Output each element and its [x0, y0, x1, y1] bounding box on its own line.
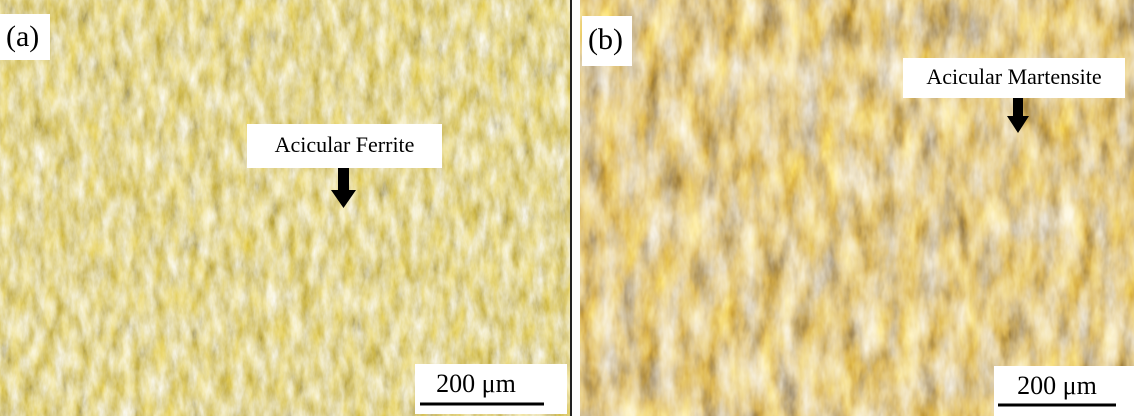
arrow-shaft [338, 168, 349, 192]
arrow-head [1007, 116, 1029, 133]
micrograph-a [0, 0, 572, 416]
label-box [582, 16, 632, 66]
panel-label: (a) [6, 20, 39, 53]
panel-b: (b) Acicular Martensite 200 μm [580, 0, 1134, 416]
annotation: Acicular Ferrite [275, 132, 415, 157]
panel-a: (a) Acicular Ferrite 200 μm [0, 0, 572, 416]
scale-bar-box [415, 364, 567, 414]
annotation-box [247, 124, 442, 168]
scale-bar-box [994, 366, 1134, 416]
arrow-head [331, 190, 356, 208]
scale-bar-label: 200 μm [436, 369, 516, 398]
arrow-shaft [1013, 98, 1023, 118]
scale-bar-label: 200 μm [1017, 371, 1097, 400]
annotation-box [903, 58, 1125, 98]
label-box [0, 14, 50, 60]
panel-label: (b) [588, 23, 623, 56]
annotation: Acicular Martensite [926, 64, 1101, 89]
